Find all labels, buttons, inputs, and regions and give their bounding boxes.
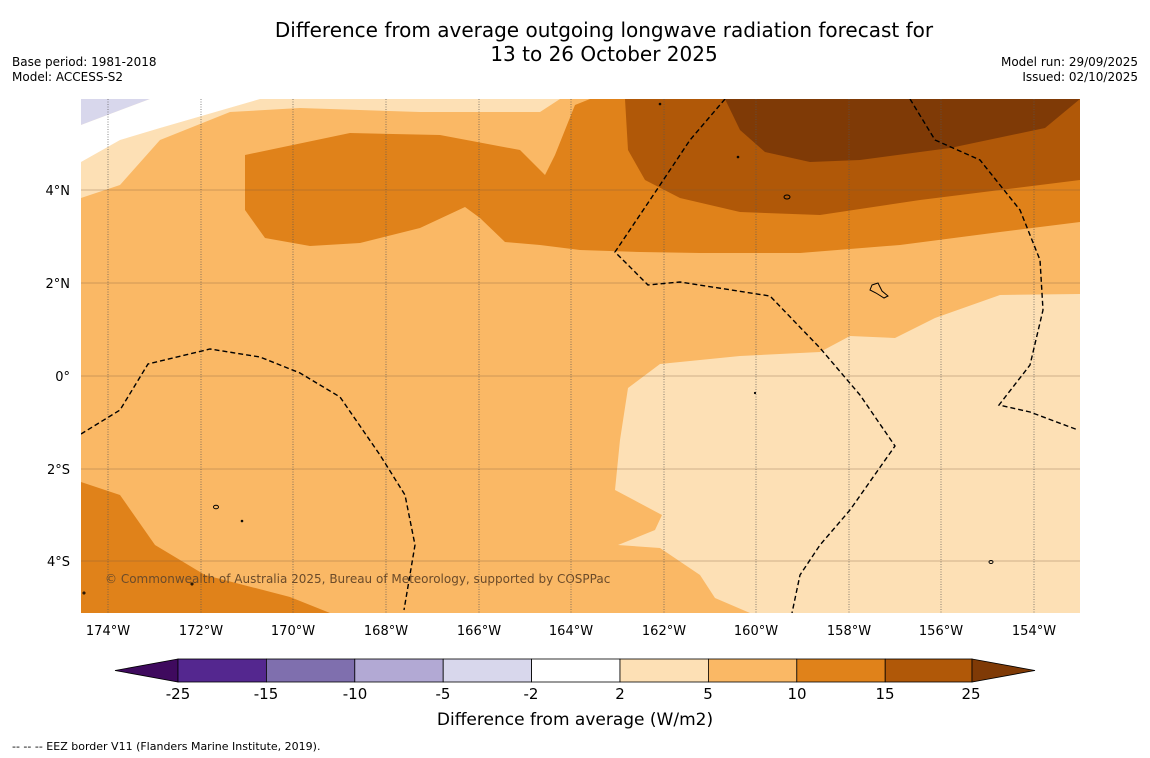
colorbar-segment <box>265 658 356 683</box>
lon-label: 164°W <box>549 624 593 639</box>
base-period: Base period: 1981-2018 <box>12 55 157 69</box>
colorbar <box>114 658 1036 683</box>
lon-label: 166°W <box>457 624 501 639</box>
band-2-to-5-south <box>615 294 1080 613</box>
lon-label: 160°W <box>734 624 778 639</box>
graticule-parallels <box>81 189 1080 562</box>
lon-label: 158°W <box>827 624 871 639</box>
title-line-1: Difference from average outgoing longwav… <box>274 18 934 42</box>
band-10-to-15-south <box>81 482 330 613</box>
lat-label: 2°S <box>47 463 70 478</box>
meta-right: Model run: 29/09/2025 Issued: 02/10/2025 <box>1001 55 1138 85</box>
lon-label: 170°W <box>271 624 315 639</box>
latitude-labels: 4°N 2°N 0° 2°S 4°S <box>46 184 71 570</box>
colorbar-segment <box>971 658 1036 683</box>
meta-left: Base period: 1981-2018 Model: ACCESS-S2 <box>12 55 157 85</box>
band-minus2-to-2 <box>81 99 260 162</box>
colorbar-segment <box>708 658 798 683</box>
colorbar-tick: -25 <box>166 685 191 703</box>
colorbar-segment <box>884 658 973 683</box>
ocean-anomaly-field <box>81 99 1080 613</box>
lon-label: 174°W <box>86 624 130 639</box>
colorbar-tick: 10 <box>787 685 806 703</box>
colorbar-segment <box>796 658 886 683</box>
map-title: Difference from average outgoing longwav… <box>0 18 1150 66</box>
lon-label: 172°W <box>179 624 223 639</box>
colorbar-tick: -5 <box>436 685 451 703</box>
colorbar-tick: 2 <box>615 685 625 703</box>
copyright-credit: © Commonwealth of Australia 2025, Bureau… <box>105 572 611 586</box>
longitude-labels: 174°W 172°W 170°W 168°W 166°W 164°W 162°… <box>86 624 1056 639</box>
colorbar-tick: -10 <box>343 685 368 703</box>
colorbar-segment <box>531 658 621 683</box>
colorbar-tick: 25 <box>961 685 980 703</box>
colorbar-tick: -2 <box>524 685 539 703</box>
issued-date: Issued: 02/10/2025 <box>1022 70 1138 84</box>
lat-label: 0° <box>55 370 70 385</box>
eez-borders <box>81 99 1079 613</box>
lon-label: 168°W <box>364 624 408 639</box>
lon-label: 154°W <box>1012 624 1056 639</box>
lat-label: 2°N <box>46 277 71 292</box>
lon-label: 156°W <box>919 624 963 639</box>
colorbar-ticks: -25 -15 -10 -5 -2 2 5 10 15 25 <box>166 685 981 703</box>
graticule-meridians <box>107 99 1035 613</box>
band-above-25 <box>725 99 1080 162</box>
model-name: Model: ACCESS-S2 <box>12 70 124 84</box>
title-line-2: 13 to 26 October 2025 <box>490 42 718 66</box>
colorbar-title: Difference from average (W/m2) <box>436 710 714 730</box>
lat-label: 4°S <box>47 555 70 570</box>
colorbar-tick: 15 <box>875 685 894 703</box>
colorbar-segment <box>442 658 533 683</box>
lon-label: 162°W <box>642 624 686 639</box>
colorbar-tick: -15 <box>254 685 279 703</box>
colorbar-segment <box>354 658 444 683</box>
colorbar-tick: 5 <box>703 685 713 703</box>
islands <box>82 102 994 595</box>
colorbar-segment <box>114 658 179 683</box>
lat-label: 4°N <box>46 184 71 199</box>
eez-legend-note: -- -- -- EEZ border V11 (Flanders Marine… <box>12 740 321 753</box>
model-run: Model run: 29/09/2025 <box>1000 55 1138 69</box>
colorbar-segment <box>619 658 709 683</box>
colorbar-segment <box>177 658 267 683</box>
